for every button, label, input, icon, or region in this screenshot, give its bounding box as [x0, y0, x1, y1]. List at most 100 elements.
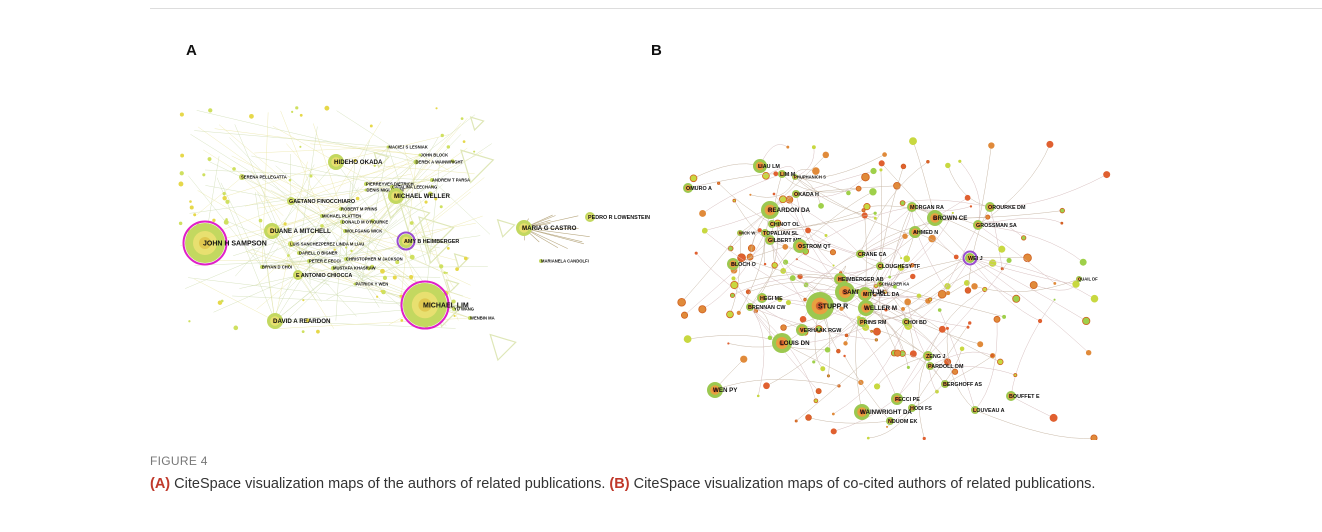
minor-node	[928, 234, 936, 243]
minor-node	[812, 360, 816, 364]
edge	[896, 329, 943, 400]
minor-node	[964, 194, 971, 201]
minor-node	[179, 112, 184, 117]
edge	[308, 260, 311, 285]
minor-node	[959, 346, 965, 352]
minor-node	[1085, 349, 1092, 356]
node-core	[927, 363, 933, 369]
node	[468, 316, 472, 320]
minor-node	[937, 289, 947, 299]
minor-node	[694, 251, 698, 255]
node-label: GAETANO FINOCCHIARO	[289, 199, 355, 205]
minor-node	[370, 218, 375, 223]
minor-node	[462, 140, 466, 143]
edge	[290, 243, 357, 317]
edge	[419, 154, 450, 171]
node-core	[779, 171, 785, 177]
edge	[771, 223, 901, 268]
node-label: DUANE A MITCHELL	[270, 228, 331, 235]
node-ring	[396, 231, 416, 251]
edge	[941, 224, 979, 295]
node-label: DEREK A WAINWRIGHT	[416, 159, 464, 164]
edge	[523, 227, 590, 237]
minor-node	[863, 203, 871, 211]
minor-node	[777, 297, 783, 303]
node	[413, 159, 419, 165]
edge	[684, 239, 771, 316]
edge	[344, 230, 439, 271]
minor-node	[258, 218, 263, 223]
edge	[881, 163, 971, 259]
minor-node	[740, 355, 748, 363]
edge	[969, 257, 1077, 285]
edge	[220, 182, 263, 268]
minor-node	[785, 300, 792, 306]
node-label: CHINOT OL	[770, 222, 800, 228]
minor-node	[202, 173, 206, 177]
minor-node	[836, 348, 841, 354]
node-label: BOUFFET E	[1009, 394, 1040, 400]
minor-node	[882, 152, 887, 157]
minor-node	[399, 294, 403, 298]
edge	[345, 182, 351, 260]
edge	[702, 232, 766, 310]
edge	[365, 173, 412, 185]
node-core	[1008, 393, 1014, 399]
minor-node	[982, 286, 988, 292]
edge	[969, 257, 1095, 299]
minor-node	[843, 341, 848, 346]
minor-node	[350, 249, 353, 253]
edge	[274, 184, 444, 322]
node-label: MUSTAFA KHASRAW	[333, 265, 376, 270]
edge	[290, 152, 483, 245]
triangle	[418, 216, 455, 253]
edge	[912, 141, 936, 219]
minor-node	[460, 117, 464, 120]
minor-node	[888, 275, 892, 279]
edge	[859, 247, 902, 259]
minor-node	[861, 208, 866, 213]
node-core	[269, 228, 275, 234]
edge	[967, 206, 991, 291]
minor-node	[904, 298, 912, 306]
minor-node	[1103, 171, 1111, 179]
minor-node	[179, 171, 184, 176]
node-ring	[962, 250, 978, 266]
edge	[974, 409, 1095, 439]
node-core	[757, 163, 763, 169]
minor-node	[874, 338, 878, 342]
edge	[989, 174, 1107, 208]
edge	[799, 191, 874, 247]
minor-node	[1029, 281, 1038, 290]
edge	[969, 257, 1041, 322]
minor-node	[945, 162, 951, 169]
edge	[741, 257, 841, 280]
edge	[859, 161, 929, 255]
node	[364, 182, 368, 186]
edge	[879, 166, 904, 267]
edge	[1010, 299, 1055, 397]
node-core	[932, 215, 938, 221]
node	[386, 145, 390, 149]
minor-node	[945, 326, 949, 330]
edge	[271, 230, 335, 329]
edge	[749, 223, 779, 308]
node-core	[289, 242, 293, 246]
edge	[257, 179, 433, 209]
node-label: MICHAEL WELLER	[394, 193, 450, 200]
minor-node	[870, 329, 874, 333]
edge	[335, 221, 343, 321]
minor-node	[824, 234, 828, 237]
triangle	[373, 151, 391, 169]
minor-node	[1012, 294, 1021, 303]
edge	[911, 206, 1017, 300]
edge	[765, 166, 796, 178]
edge	[732, 277, 841, 296]
minor-node	[1090, 434, 1098, 440]
node-label: HIDEHO OKADA	[334, 159, 383, 166]
edge	[280, 110, 323, 217]
edge	[687, 334, 783, 344]
triangle	[469, 116, 485, 132]
minor-node	[333, 248, 336, 251]
edge	[194, 130, 389, 148]
